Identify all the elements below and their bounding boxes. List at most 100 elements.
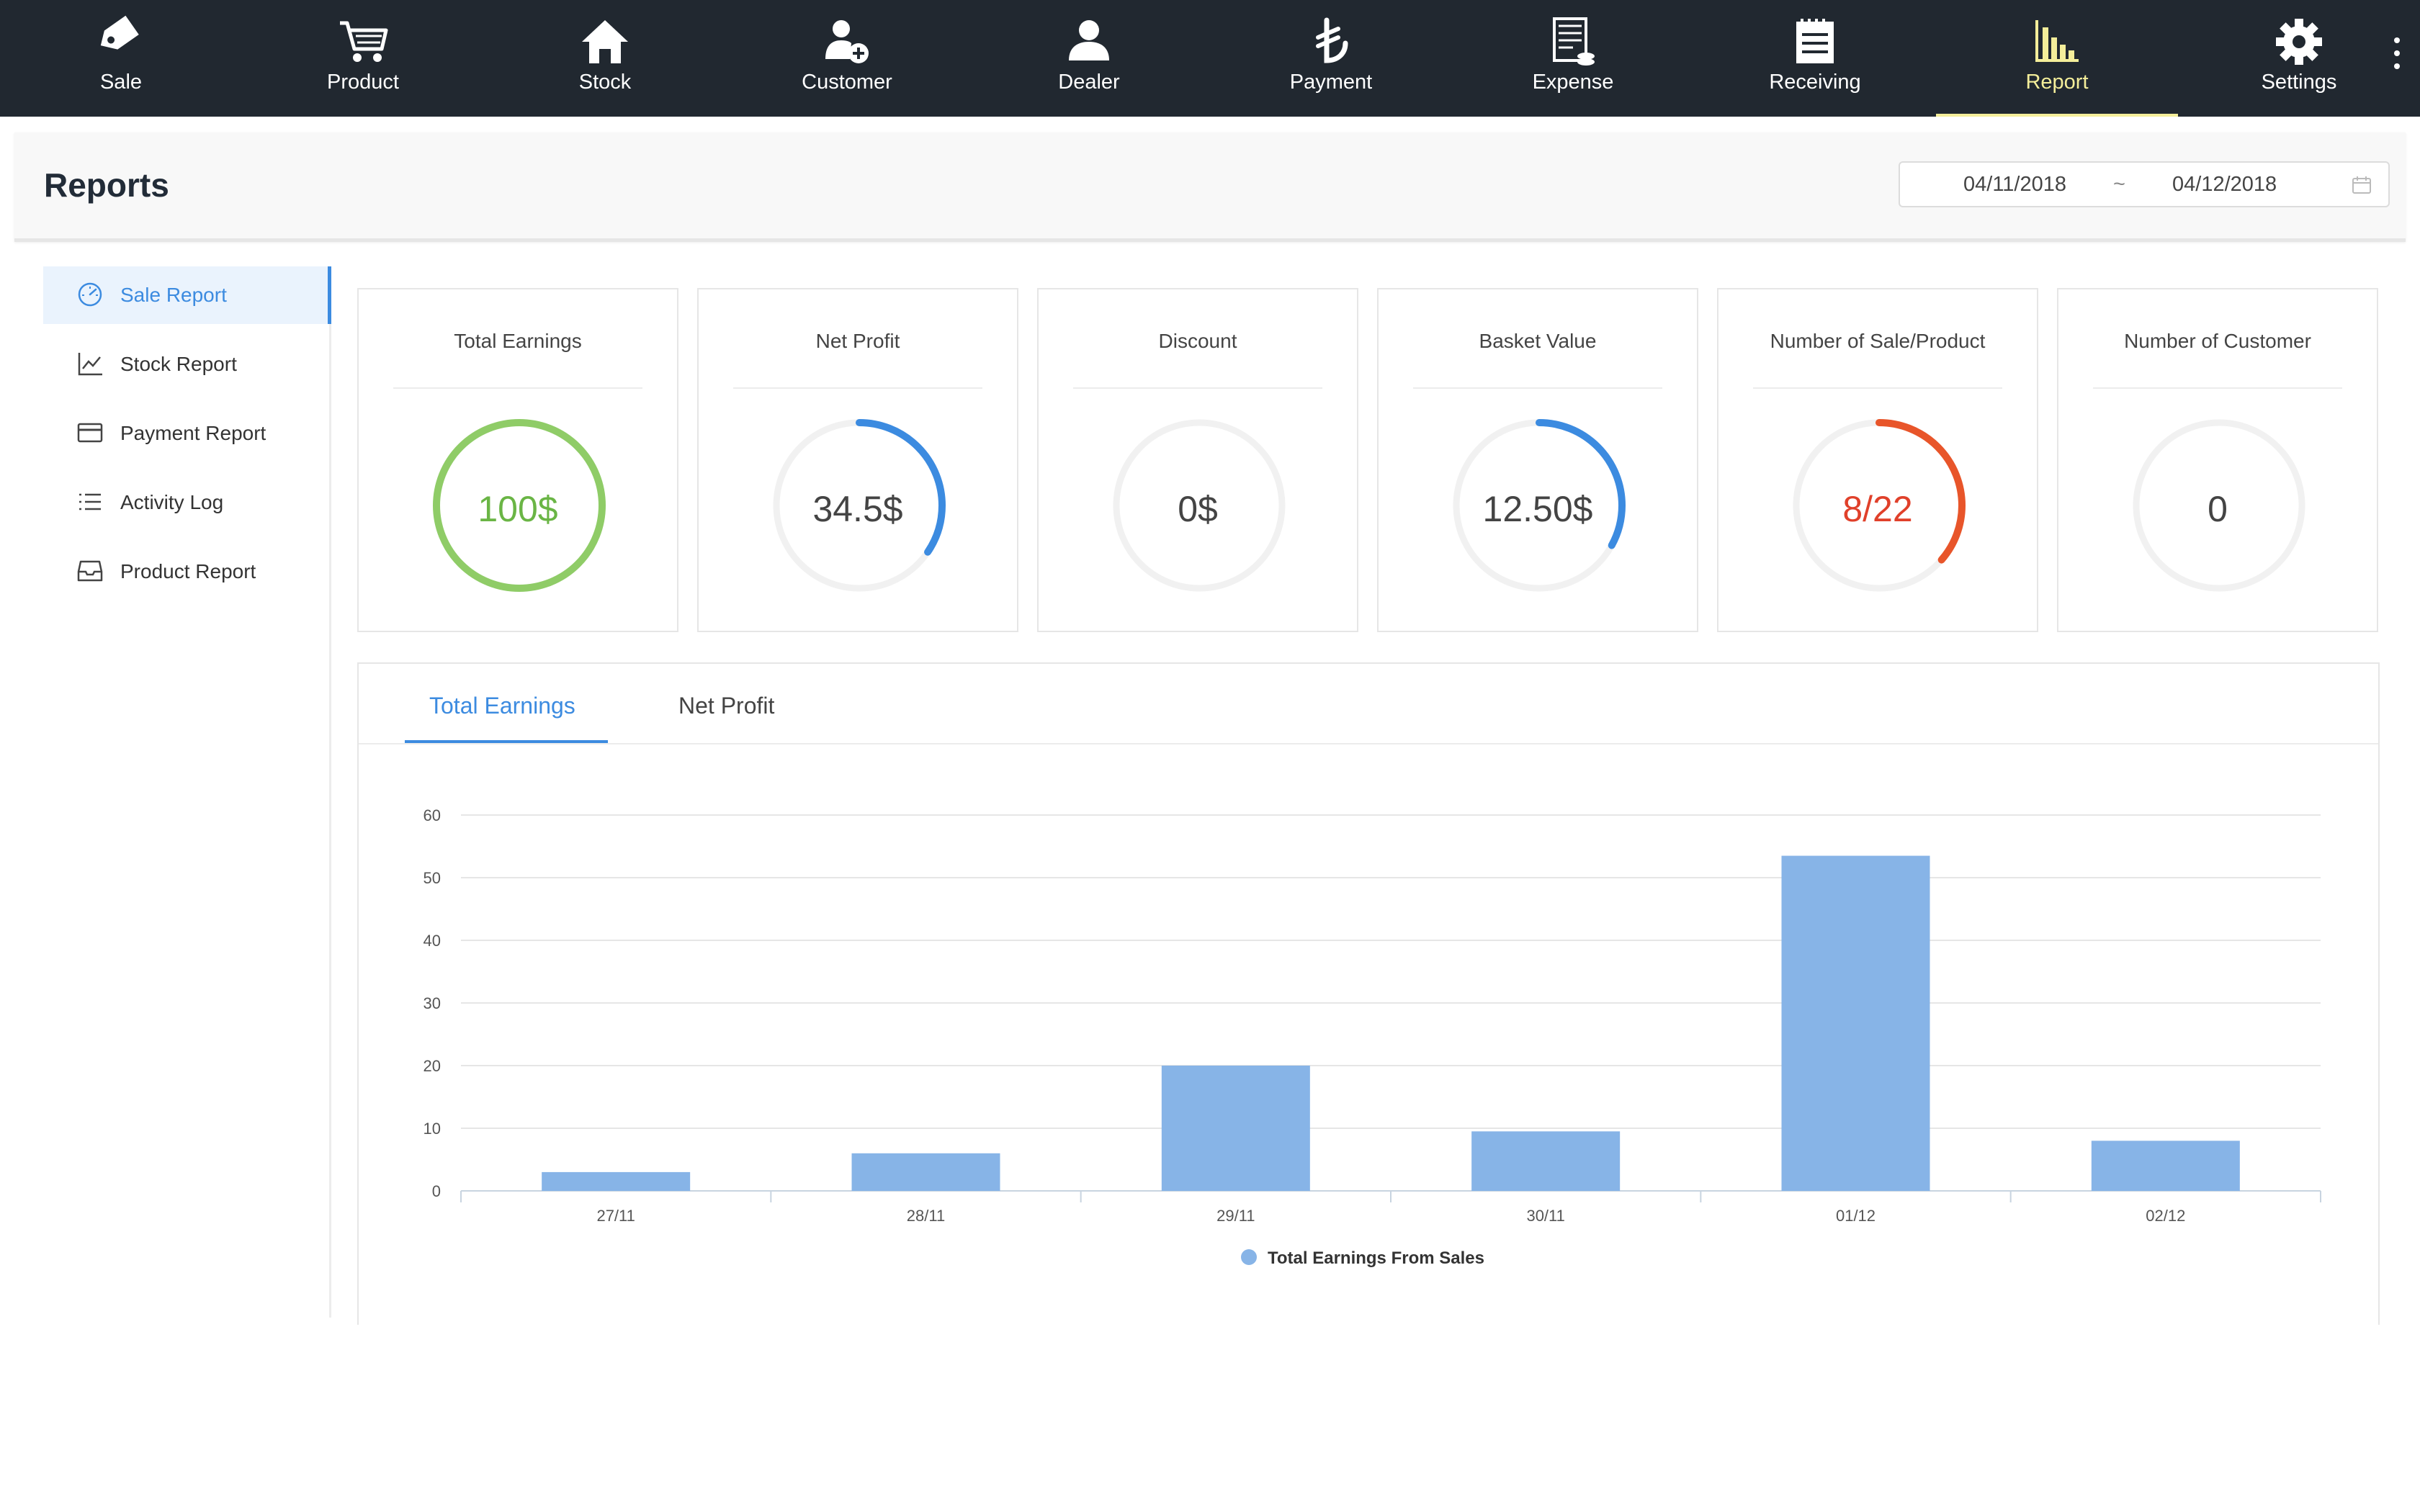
dashboard-gauge-icon bbox=[78, 282, 102, 307]
ring-progress bbox=[1453, 419, 1626, 592]
card-value: 8/22 bbox=[1842, 489, 1913, 529]
card-divider bbox=[733, 387, 982, 389]
person-icon bbox=[1069, 20, 1109, 60]
ring-progress bbox=[1793, 419, 1966, 592]
progress-ring bbox=[2133, 419, 2305, 592]
card-value: 34.5$ bbox=[812, 489, 903, 529]
earnings-bar-chart: 0 10 20 30 40 50 60 27/11 28/11 29/11 30/11 01/12 02… bbox=[424, 806, 2321, 1268]
y-tick-label: 30 bbox=[424, 994, 441, 1012]
receipt-icon bbox=[1553, 17, 1595, 66]
date-from[interactable]: 04/11/2018 bbox=[1963, 173, 2066, 196]
x-tick-label: 01/12 bbox=[1836, 1207, 1876, 1225]
stat-card-sale-product: Number of Sale/Product 8/22 bbox=[1717, 288, 2038, 632]
nav-label: Settings bbox=[2261, 71, 2337, 94]
page-header: Reports 04/11/2018 ~ 04/12/2018 bbox=[14, 132, 2406, 242]
card-title: Basket Value bbox=[1479, 330, 1597, 352]
nav-item-dealer[interactable]: Dealer bbox=[968, 0, 1210, 117]
bar[interactable] bbox=[2091, 1140, 2240, 1191]
x-tick-label: 27/11 bbox=[596, 1207, 635, 1225]
tab-total-earnings[interactable]: Total Earnings bbox=[429, 693, 575, 719]
nav-item-report[interactable]: Report bbox=[1936, 0, 2178, 117]
date-separator: ~ bbox=[2113, 173, 2125, 196]
bar[interactable] bbox=[1471, 1131, 1621, 1191]
legend-marker bbox=[1241, 1249, 1257, 1265]
bar[interactable] bbox=[851, 1153, 1000, 1191]
card-divider bbox=[393, 387, 642, 389]
nav-label: Report bbox=[2025, 71, 2089, 94]
card-title: Total Earnings bbox=[454, 330, 582, 352]
nav-label: Customer bbox=[802, 71, 892, 94]
x-tick-label: 02/12 bbox=[2146, 1207, 2185, 1225]
stat-card-net-profit: Net Profit 34.5$ bbox=[697, 288, 1018, 632]
card-title: Discount bbox=[1158, 330, 1237, 352]
nav-item-sale[interactable]: Sale bbox=[0, 0, 242, 117]
stat-card-basket-value: Basket Value 12.50$ bbox=[1377, 288, 1698, 632]
sidebar-item-stock-report[interactable]: Stock Report bbox=[43, 336, 329, 393]
stat-card-discount: Discount 0$ bbox=[1037, 288, 1358, 632]
progress-ring bbox=[1453, 419, 1626, 592]
card-divider bbox=[1413, 387, 1662, 389]
nav-label: Expense bbox=[1532, 71, 1614, 94]
nav-item-expense[interactable]: Expense bbox=[1452, 0, 1694, 117]
card-divider bbox=[2093, 387, 2342, 389]
stat-card-customers: Number of Customer 0 bbox=[2057, 288, 2378, 632]
x-tick-label: 28/11 bbox=[907, 1207, 945, 1225]
x-tick-label: 29/11 bbox=[1216, 1207, 1255, 1225]
cart-icon bbox=[340, 21, 388, 62]
credit-card-icon bbox=[77, 423, 103, 443]
nav-item-stock[interactable]: Stock bbox=[484, 0, 726, 117]
progress-ring bbox=[773, 419, 946, 592]
calendar-icon[interactable] bbox=[2351, 174, 2372, 196]
card-title: Number of Sale/Product bbox=[1770, 330, 1986, 352]
ring-progress bbox=[433, 419, 606, 592]
nav-label: Product bbox=[327, 71, 399, 94]
y-tick-label: 40 bbox=[424, 932, 441, 950]
bar-chart-icon bbox=[2035, 20, 2079, 62]
list-icon bbox=[79, 493, 101, 510]
nav-item-product[interactable]: Product bbox=[242, 0, 484, 117]
sidebar-item-payment-report[interactable]: Payment Report bbox=[43, 405, 329, 462]
nav-item-receiving[interactable]: Receiving bbox=[1694, 0, 1936, 117]
nav-item-payment[interactable]: Payment bbox=[1210, 0, 1452, 117]
inbox-icon bbox=[77, 560, 103, 582]
card-title: Net Profit bbox=[815, 330, 900, 352]
more-menu-icon[interactable] bbox=[2390, 37, 2404, 76]
tag-icon bbox=[100, 15, 139, 50]
y-tick-label: 10 bbox=[424, 1120, 441, 1138]
bar[interactable] bbox=[1781, 855, 1930, 1191]
nav-item-settings[interactable]: Settings bbox=[2178, 0, 2420, 117]
sidebar-item-sale-report[interactable]: Sale Report bbox=[43, 266, 331, 324]
tab-net-profit[interactable]: Net Profit bbox=[678, 693, 775, 719]
y-tick-label: 50 bbox=[424, 869, 441, 887]
nav-label: Receiving bbox=[1769, 71, 1861, 94]
chart-panel: Total Earnings Net Profit 0 10 20 30 40 50 60 2… bbox=[357, 662, 2380, 1325]
card-value: 100$ bbox=[478, 489, 558, 529]
add-person-icon bbox=[825, 20, 869, 63]
house-icon bbox=[582, 20, 628, 63]
page-title: Reports bbox=[44, 166, 169, 204]
top-navbar: Sale Product Stock Customer Dealer bbox=[0, 0, 2420, 117]
report-sidebar: Sale Report Stock Report Payment Report … bbox=[43, 266, 331, 1318]
bar[interactable] bbox=[542, 1171, 691, 1191]
sidebar-item-label: Activity Log bbox=[120, 491, 224, 513]
date-to[interactable]: 04/12/2018 bbox=[2172, 173, 2277, 196]
bar[interactable] bbox=[1161, 1066, 1310, 1191]
sidebar-item-activity-log[interactable]: Activity Log bbox=[43, 474, 329, 531]
sidebar-item-label: Stock Report bbox=[120, 353, 237, 375]
nav-item-customer[interactable]: Customer bbox=[726, 0, 968, 117]
card-title: Number of Customer bbox=[2124, 330, 2311, 352]
y-tick-label: 0 bbox=[432, 1182, 441, 1200]
y-tick-label: 20 bbox=[424, 1057, 441, 1075]
chart-tabs: Total Earnings Net Profit bbox=[359, 664, 2378, 744]
sidebar-item-label: Product Report bbox=[120, 560, 256, 582]
active-indicator bbox=[1936, 114, 2178, 117]
ring-progress bbox=[773, 419, 946, 592]
sidebar-item-product-report[interactable]: Product Report bbox=[43, 543, 329, 600]
date-range-picker[interactable]: 04/11/2018 ~ 04/12/2018 bbox=[1899, 161, 2390, 207]
ring-track bbox=[1113, 419, 1286, 592]
sidebar-item-label: Payment Report bbox=[120, 422, 266, 444]
legend-label[interactable]: Total Earnings From Sales bbox=[1268, 1248, 1484, 1268]
progress-ring bbox=[1113, 419, 1286, 592]
nav-label: Dealer bbox=[1058, 71, 1120, 94]
ring-track bbox=[2133, 419, 2305, 592]
